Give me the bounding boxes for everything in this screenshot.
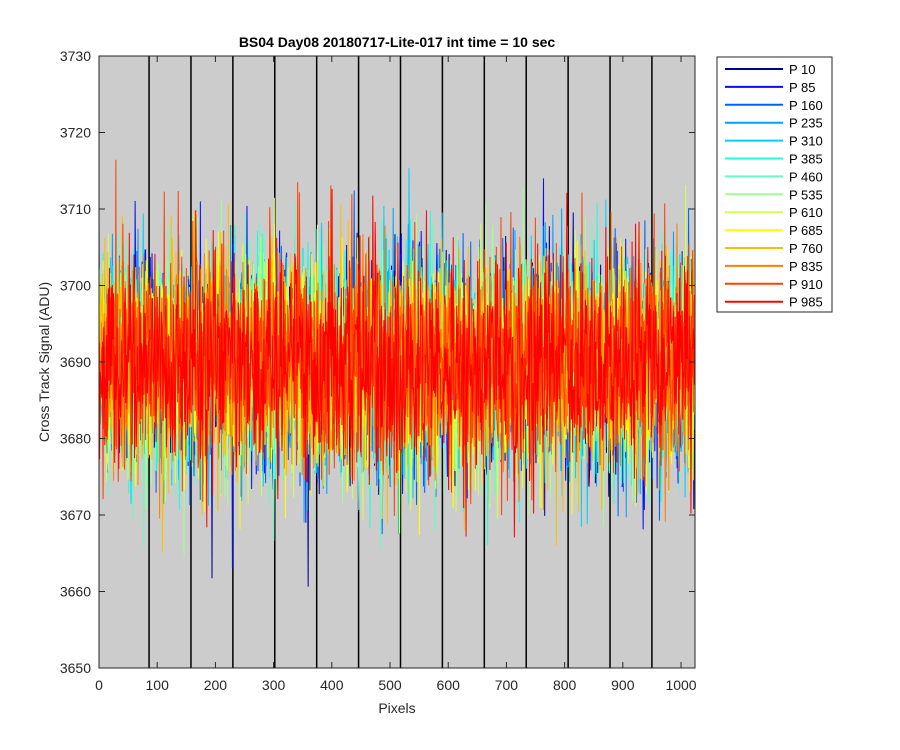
y-tick-label: 3700 xyxy=(60,278,91,294)
y-axis: 3650 3660 3670 3680 3690 3700 3710 3720 3730 xyxy=(60,48,695,676)
y-tick-label: 3660 xyxy=(60,584,91,600)
x-tick-label: 0 xyxy=(95,677,103,693)
legend-label: P 535 xyxy=(789,187,823,202)
y-tick-label: 3670 xyxy=(60,507,91,523)
x-tick-label: 400 xyxy=(320,677,344,693)
legend-label: P 460 xyxy=(789,169,823,184)
legend-label: P 310 xyxy=(789,134,823,149)
legend-box xyxy=(716,56,833,313)
y-tick-label: 3730 xyxy=(60,48,91,64)
x-tick-label: 700 xyxy=(495,677,519,693)
x-axis-label: Pixels xyxy=(378,700,415,716)
x-tick-label: 1000 xyxy=(665,677,696,693)
x-tick-label: 800 xyxy=(553,677,577,693)
legend-label: P 160 xyxy=(789,98,823,113)
y-tick-label: 3680 xyxy=(60,431,91,447)
legend-label: P 385 xyxy=(789,152,823,167)
x-tick-label: 600 xyxy=(437,677,461,693)
legend-label: P 10 xyxy=(789,62,816,77)
x-tick-label: 500 xyxy=(378,677,402,693)
x-axis: 0 100 200 300 400 500 600 700 800 900 1000 xyxy=(95,56,697,693)
legend-label: P 985 xyxy=(789,295,823,310)
legend: P 10 P 85 P 160 P 235 P 310 P 385 P 460 P 535 P … xyxy=(716,56,833,313)
x-tick-label: 200 xyxy=(204,677,228,693)
legend-label: P 760 xyxy=(789,241,823,256)
legend-label: P 685 xyxy=(789,223,823,238)
y-tick-label: 3650 xyxy=(60,660,91,676)
chart-title: BS04 Day08 20180717-Lite-017 int time = … xyxy=(239,34,556,50)
y-tick-label: 3690 xyxy=(60,354,91,370)
x-tick-label: 900 xyxy=(611,677,635,693)
legend-label: P 835 xyxy=(789,259,823,274)
legend-label: P 235 xyxy=(789,116,823,131)
series-layer xyxy=(98,159,696,587)
legend-label: P 910 xyxy=(789,277,823,292)
y-tick-label: 3720 xyxy=(60,125,91,141)
x-tick-label: 300 xyxy=(262,677,286,693)
y-axis-label: Cross Track Signal (ADU) xyxy=(36,282,52,442)
legend-label: P 610 xyxy=(789,205,823,220)
y-tick-label: 3710 xyxy=(60,201,91,217)
legend-label: P 85 xyxy=(789,80,816,95)
x-tick-label: 100 xyxy=(146,677,170,693)
series-line-p-985 xyxy=(98,188,696,538)
